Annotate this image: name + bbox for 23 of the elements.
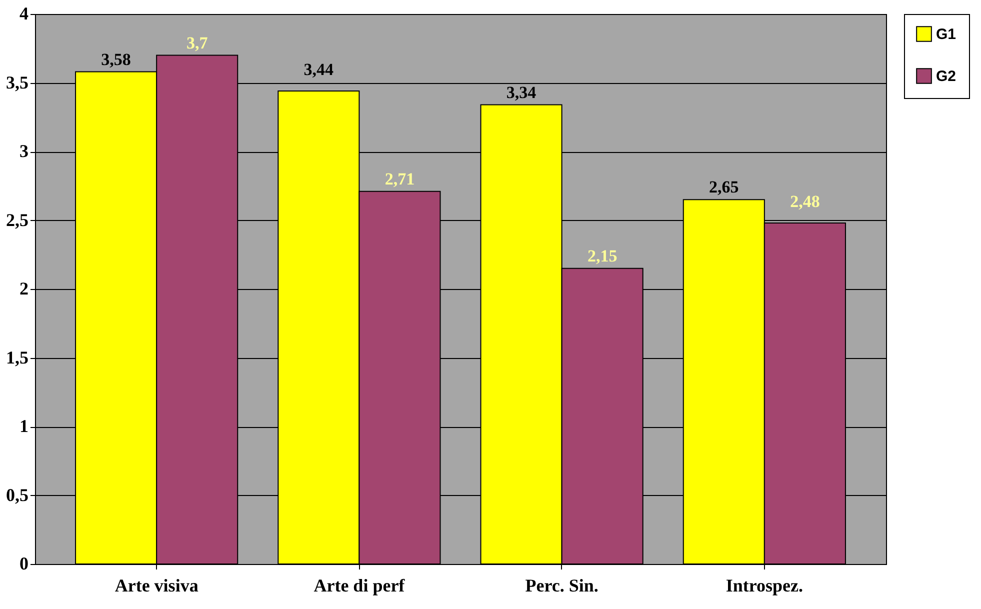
y-tick-label: 0	[20, 554, 28, 574]
y-tick-label: 3,5	[6, 72, 28, 92]
x-tick-label: Introspez.	[726, 576, 804, 596]
x-tick-label: Perc. Sin.	[525, 576, 598, 596]
x-tick-label: Arte visiva	[114, 576, 198, 596]
legend-label: G1	[936, 26, 956, 43]
y-tick-label: 0,5	[6, 484, 28, 505]
y-tick-label: 3	[20, 141, 28, 161]
data-label: 2,48	[790, 192, 820, 211]
y-tick-label: 2	[20, 278, 28, 298]
y-tick-label: 1	[20, 416, 28, 436]
data-label: 2,71	[384, 169, 415, 188]
data-label: 3,44	[304, 60, 334, 79]
y-tick-label: 4	[20, 4, 28, 24]
data-label: 3,58	[101, 50, 131, 69]
legend-label: G2	[936, 68, 956, 85]
data-label: 2,65	[709, 178, 739, 197]
y-tick-label: 2,5	[6, 210, 28, 230]
data-label: 2,15	[587, 246, 618, 266]
data-label: 3,7	[186, 33, 208, 52]
data-label: 3,34	[506, 82, 537, 102]
y-tick-label: 1,5	[6, 347, 28, 368]
x-tick-label: Arte di perf	[314, 576, 406, 596]
